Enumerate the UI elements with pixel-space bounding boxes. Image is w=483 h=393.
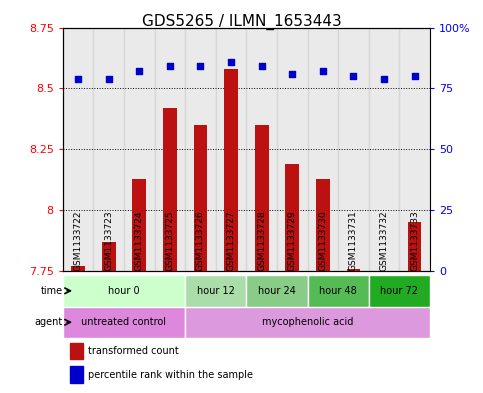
Bar [185, 307, 430, 338]
Text: GSM1133726: GSM1133726 [196, 211, 205, 271]
Text: GSM1133725: GSM1133725 [165, 211, 174, 271]
Text: GSM1133733: GSM1133733 [410, 210, 419, 271]
Bar [124, 28, 155, 271]
Text: GSM1133732: GSM1133732 [380, 211, 388, 271]
Point [350, 73, 357, 79]
Bar [71, 266, 85, 271]
Text: GSM1133728: GSM1133728 [257, 211, 266, 271]
Bar [246, 275, 308, 307]
Text: GSM1133730: GSM1133730 [318, 210, 327, 271]
Bar [185, 28, 216, 271]
Text: GSM1133724: GSM1133724 [135, 211, 144, 271]
Bar [194, 125, 207, 271]
Text: time: time [41, 286, 63, 296]
Bar [102, 242, 115, 271]
Point [380, 75, 388, 82]
Bar [63, 307, 185, 338]
Bar [70, 343, 83, 359]
Point [135, 68, 143, 75]
Bar [255, 125, 269, 271]
Bar [216, 28, 246, 271]
Bar [399, 28, 430, 271]
Text: hour 48: hour 48 [319, 286, 357, 296]
Point [288, 71, 296, 77]
Text: GSM1133727: GSM1133727 [227, 211, 236, 271]
Text: mycophenolic acid: mycophenolic acid [262, 317, 353, 327]
Text: hour 12: hour 12 [197, 286, 235, 296]
Text: GSM1133722: GSM1133722 [73, 211, 83, 271]
Bar [132, 178, 146, 271]
Text: untreated control: untreated control [82, 317, 167, 327]
Text: GDS5265 / ILMN_1653443: GDS5265 / ILMN_1653443 [142, 14, 341, 30]
Point [227, 59, 235, 65]
Bar [408, 222, 422, 271]
Text: hour 24: hour 24 [258, 286, 296, 296]
Text: GSM1133723: GSM1133723 [104, 211, 113, 271]
Point [166, 63, 174, 70]
Text: percentile rank within the sample: percentile rank within the sample [88, 370, 254, 380]
Bar [285, 164, 299, 271]
Bar [163, 108, 177, 271]
Bar [316, 178, 330, 271]
Text: GSM1133729: GSM1133729 [288, 211, 297, 271]
Bar [308, 275, 369, 307]
Bar [277, 28, 308, 271]
Point [258, 63, 266, 70]
Bar [63, 28, 93, 271]
Text: hour 0: hour 0 [108, 286, 140, 296]
Bar [346, 269, 360, 271]
Bar [70, 366, 83, 383]
Point [411, 73, 418, 79]
Point [319, 68, 327, 75]
Bar [338, 28, 369, 271]
Bar [246, 28, 277, 271]
Bar [63, 275, 185, 307]
Point [197, 63, 204, 70]
Text: agent: agent [35, 317, 63, 327]
Bar [185, 275, 246, 307]
Bar [93, 28, 124, 271]
Bar [308, 28, 338, 271]
Bar [224, 69, 238, 271]
Text: hour 72: hour 72 [380, 286, 418, 296]
Point [74, 75, 82, 82]
Bar [369, 275, 430, 307]
Text: GSM1133731: GSM1133731 [349, 210, 358, 271]
Text: transformed count: transformed count [88, 346, 179, 356]
Bar [369, 28, 399, 271]
Point [105, 75, 113, 82]
Bar [155, 28, 185, 271]
